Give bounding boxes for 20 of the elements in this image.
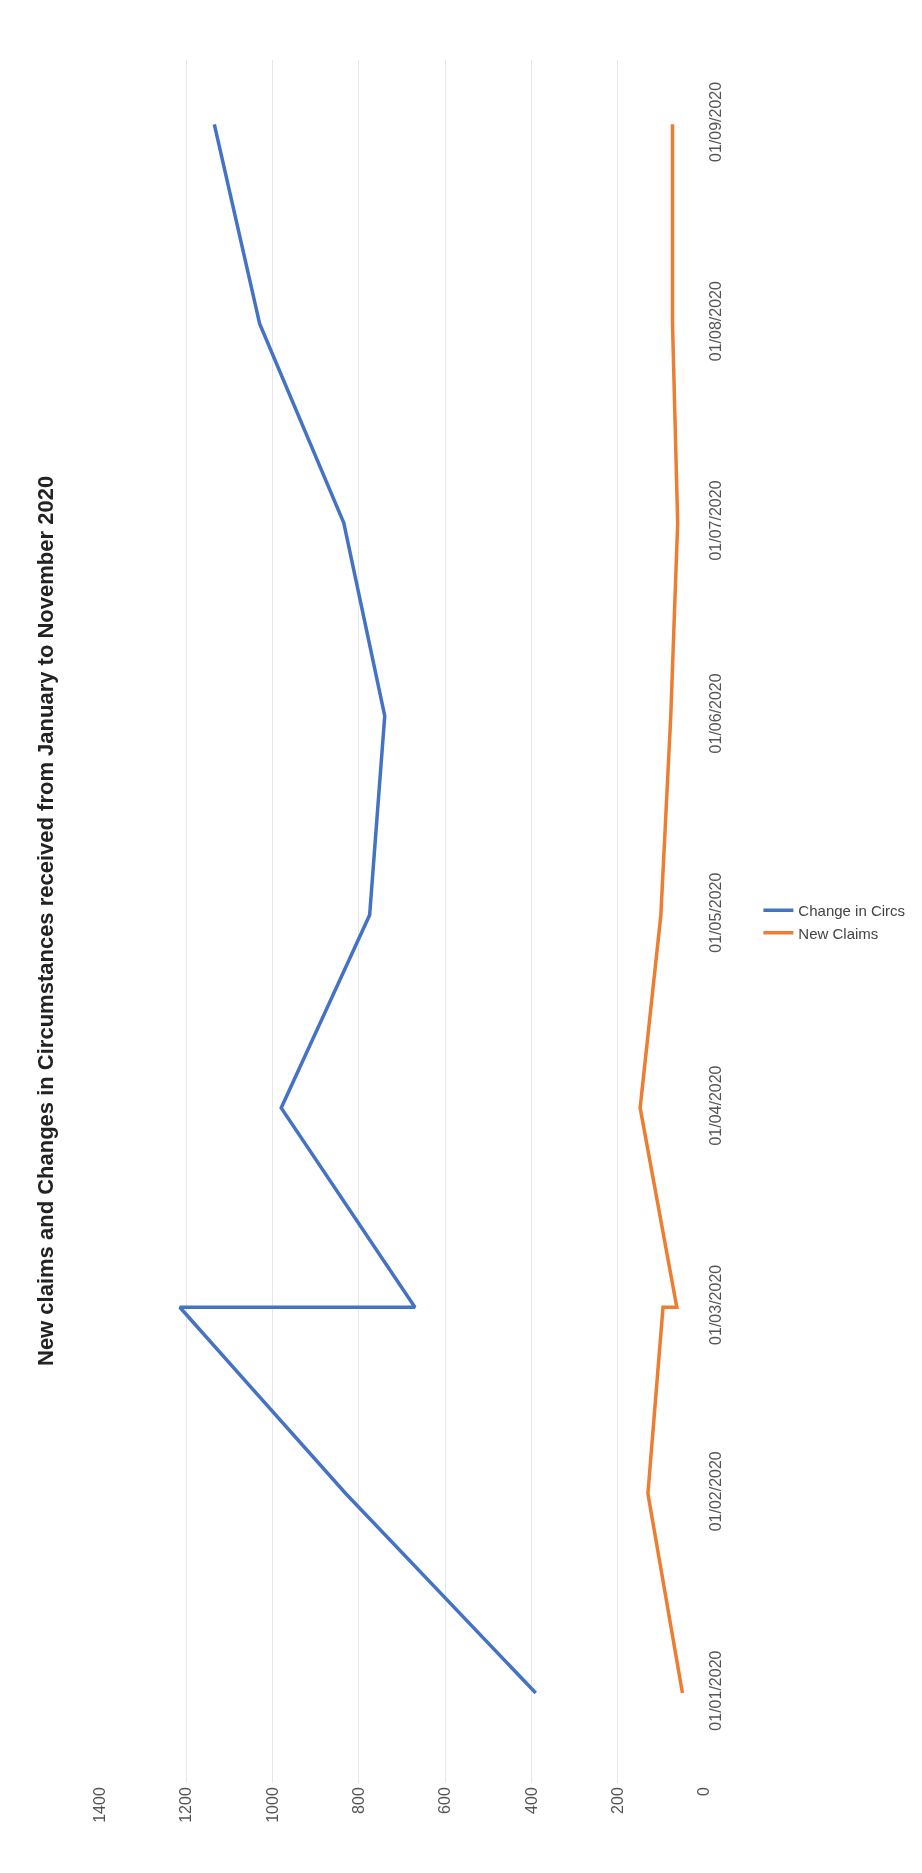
y-tick-label: 01/05/2020 xyxy=(707,872,724,953)
x-tick-label: 1400 xyxy=(91,1787,109,1823)
y-tick-label: 01/09/2020 xyxy=(707,81,724,162)
legend-label: Change in Circs xyxy=(798,902,906,920)
y-tick-label: 01/01/2020 xyxy=(707,1650,724,1731)
y-tick-label: 01/02/2020 xyxy=(707,1451,724,1532)
x-tick-label: 200 xyxy=(608,1787,626,1814)
text: New claims and Changes in Circumstances received from January to November 2020 xyxy=(33,475,58,1366)
y-tick-label: 01/06/2020 xyxy=(707,673,724,754)
x-tick-label: 600 xyxy=(436,1787,454,1814)
y-tick-label: 01/04/2020 xyxy=(707,1065,724,1146)
legend-label: New Claims xyxy=(798,924,879,942)
x-tick-label: 800 xyxy=(350,1787,368,1814)
x-tick-label: 0 xyxy=(695,1787,713,1797)
y-tick-label: 01/07/2020 xyxy=(707,480,724,561)
y-tick-label: 01/08/2020 xyxy=(707,281,724,362)
x-tick-label: 1000 xyxy=(263,1787,281,1823)
x-tick-label: 400 xyxy=(522,1787,540,1814)
y-tick-label: 01/03/2020 xyxy=(707,1264,724,1345)
x-tick-label: 1200 xyxy=(177,1787,195,1823)
